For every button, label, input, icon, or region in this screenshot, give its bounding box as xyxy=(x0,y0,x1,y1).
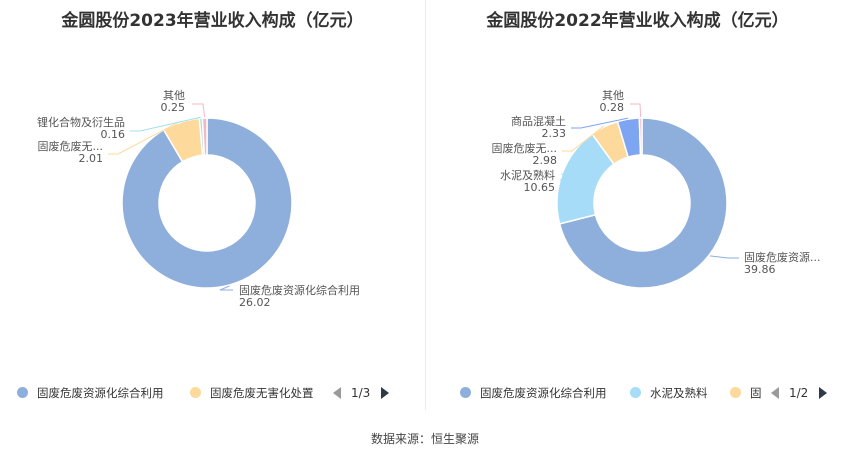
legend-2023: 固废危废资源化综合利用 固废危废无害化处置 1/3 xyxy=(0,382,425,404)
donut-slice[interactable] xyxy=(201,117,208,156)
slice-label: 固废危废资源化综合利用 xyxy=(239,283,360,297)
slice-value: 39.86 xyxy=(744,263,776,276)
legend-page-indicator: 1/3 xyxy=(351,386,371,400)
slice-label: 固废危废无... xyxy=(38,139,104,153)
legend-next-arrow-icon[interactable] xyxy=(819,387,827,399)
legend-item[interactable]: 固废危废资源化综合利用 xyxy=(460,382,628,404)
leader-line xyxy=(630,103,642,118)
slice-label: 固废危废无... xyxy=(492,141,558,155)
slice-value: 2.33 xyxy=(542,127,567,140)
legend-dot xyxy=(17,387,28,398)
data-source-note: 数据来源：恒生聚源 xyxy=(370,432,479,446)
slice-label: 商品混凝土 xyxy=(511,114,566,128)
slice-label: 水泥及熟料 xyxy=(500,168,555,182)
chart-title-2022: 金圆股份2022年营业收入构成（亿元） xyxy=(486,11,789,31)
leader-line xyxy=(571,117,629,129)
slice-value: 0.16 xyxy=(101,128,126,141)
donut-slice[interactable] xyxy=(121,117,293,289)
legend-label: 固废危废资源化综合利用 xyxy=(480,386,607,400)
slice-value: 0.25 xyxy=(161,101,186,114)
legend-dot xyxy=(630,387,641,398)
legend-item[interactable]: 固废危废无害化处置 xyxy=(190,382,328,404)
slice-label: 其他 xyxy=(163,89,185,102)
legend-item[interactable]: 固废危废资源化综合利用 xyxy=(17,382,189,404)
slice-label: 固废危废资源... xyxy=(744,250,821,264)
slice-label: 其他 xyxy=(602,89,624,102)
chart-panel-2023: 金圆股份2023年营业收入构成（亿元） 固废危废资源化综合利用 26.02 固废危废… xyxy=(0,0,425,410)
legend-dot xyxy=(730,387,741,398)
slice-label: 锂化合物及衍生品 xyxy=(37,115,125,129)
donut-slice[interactable] xyxy=(638,117,643,156)
leader-line xyxy=(709,255,739,259)
legend-prev-arrow-icon[interactable] xyxy=(333,387,341,399)
slice-value: 26.02 xyxy=(239,296,271,309)
legend-label: 水泥及熟料 xyxy=(650,386,708,400)
legend-next-arrow-icon[interactable] xyxy=(381,387,389,399)
leader-line xyxy=(192,103,206,118)
leader-line xyxy=(562,125,605,152)
leader-line xyxy=(560,173,574,181)
legend-item[interactable]: 水泥及熟料 xyxy=(630,382,730,404)
legend-dot xyxy=(460,387,471,398)
leader-line xyxy=(108,120,181,155)
slice-value: 2.98 xyxy=(533,154,558,167)
leader-line xyxy=(130,116,201,132)
leader-line xyxy=(219,285,233,291)
legend-dot xyxy=(190,387,201,398)
legend-item[interactable]: 固 xyxy=(730,382,766,404)
panel-divider xyxy=(425,0,426,410)
legend-page-indicator: 1/2 xyxy=(789,386,809,400)
slice-value: 2.01 xyxy=(79,152,104,165)
legend-label: 固 xyxy=(750,386,762,400)
legend-2022: 固废危废资源化综合利用 水泥及熟料 固 1/2 xyxy=(425,382,850,404)
donut-slice[interactable] xyxy=(558,117,728,289)
legend-prev-arrow-icon[interactable] xyxy=(771,387,779,399)
slice-value: 10.65 xyxy=(524,181,556,194)
chart-title-2023: 金圆股份2023年营业收入构成（亿元） xyxy=(61,11,364,31)
chart-panel-2022: 金圆股份2022年营业收入构成（亿元） 固废危废资源... 39.86 水泥及熟料 1… xyxy=(425,0,850,410)
legend-label: 固废危废资源化综合利用 xyxy=(37,386,164,400)
legend-label: 固废危废无害化处置 xyxy=(210,386,314,400)
slice-value: 0.28 xyxy=(600,101,625,114)
